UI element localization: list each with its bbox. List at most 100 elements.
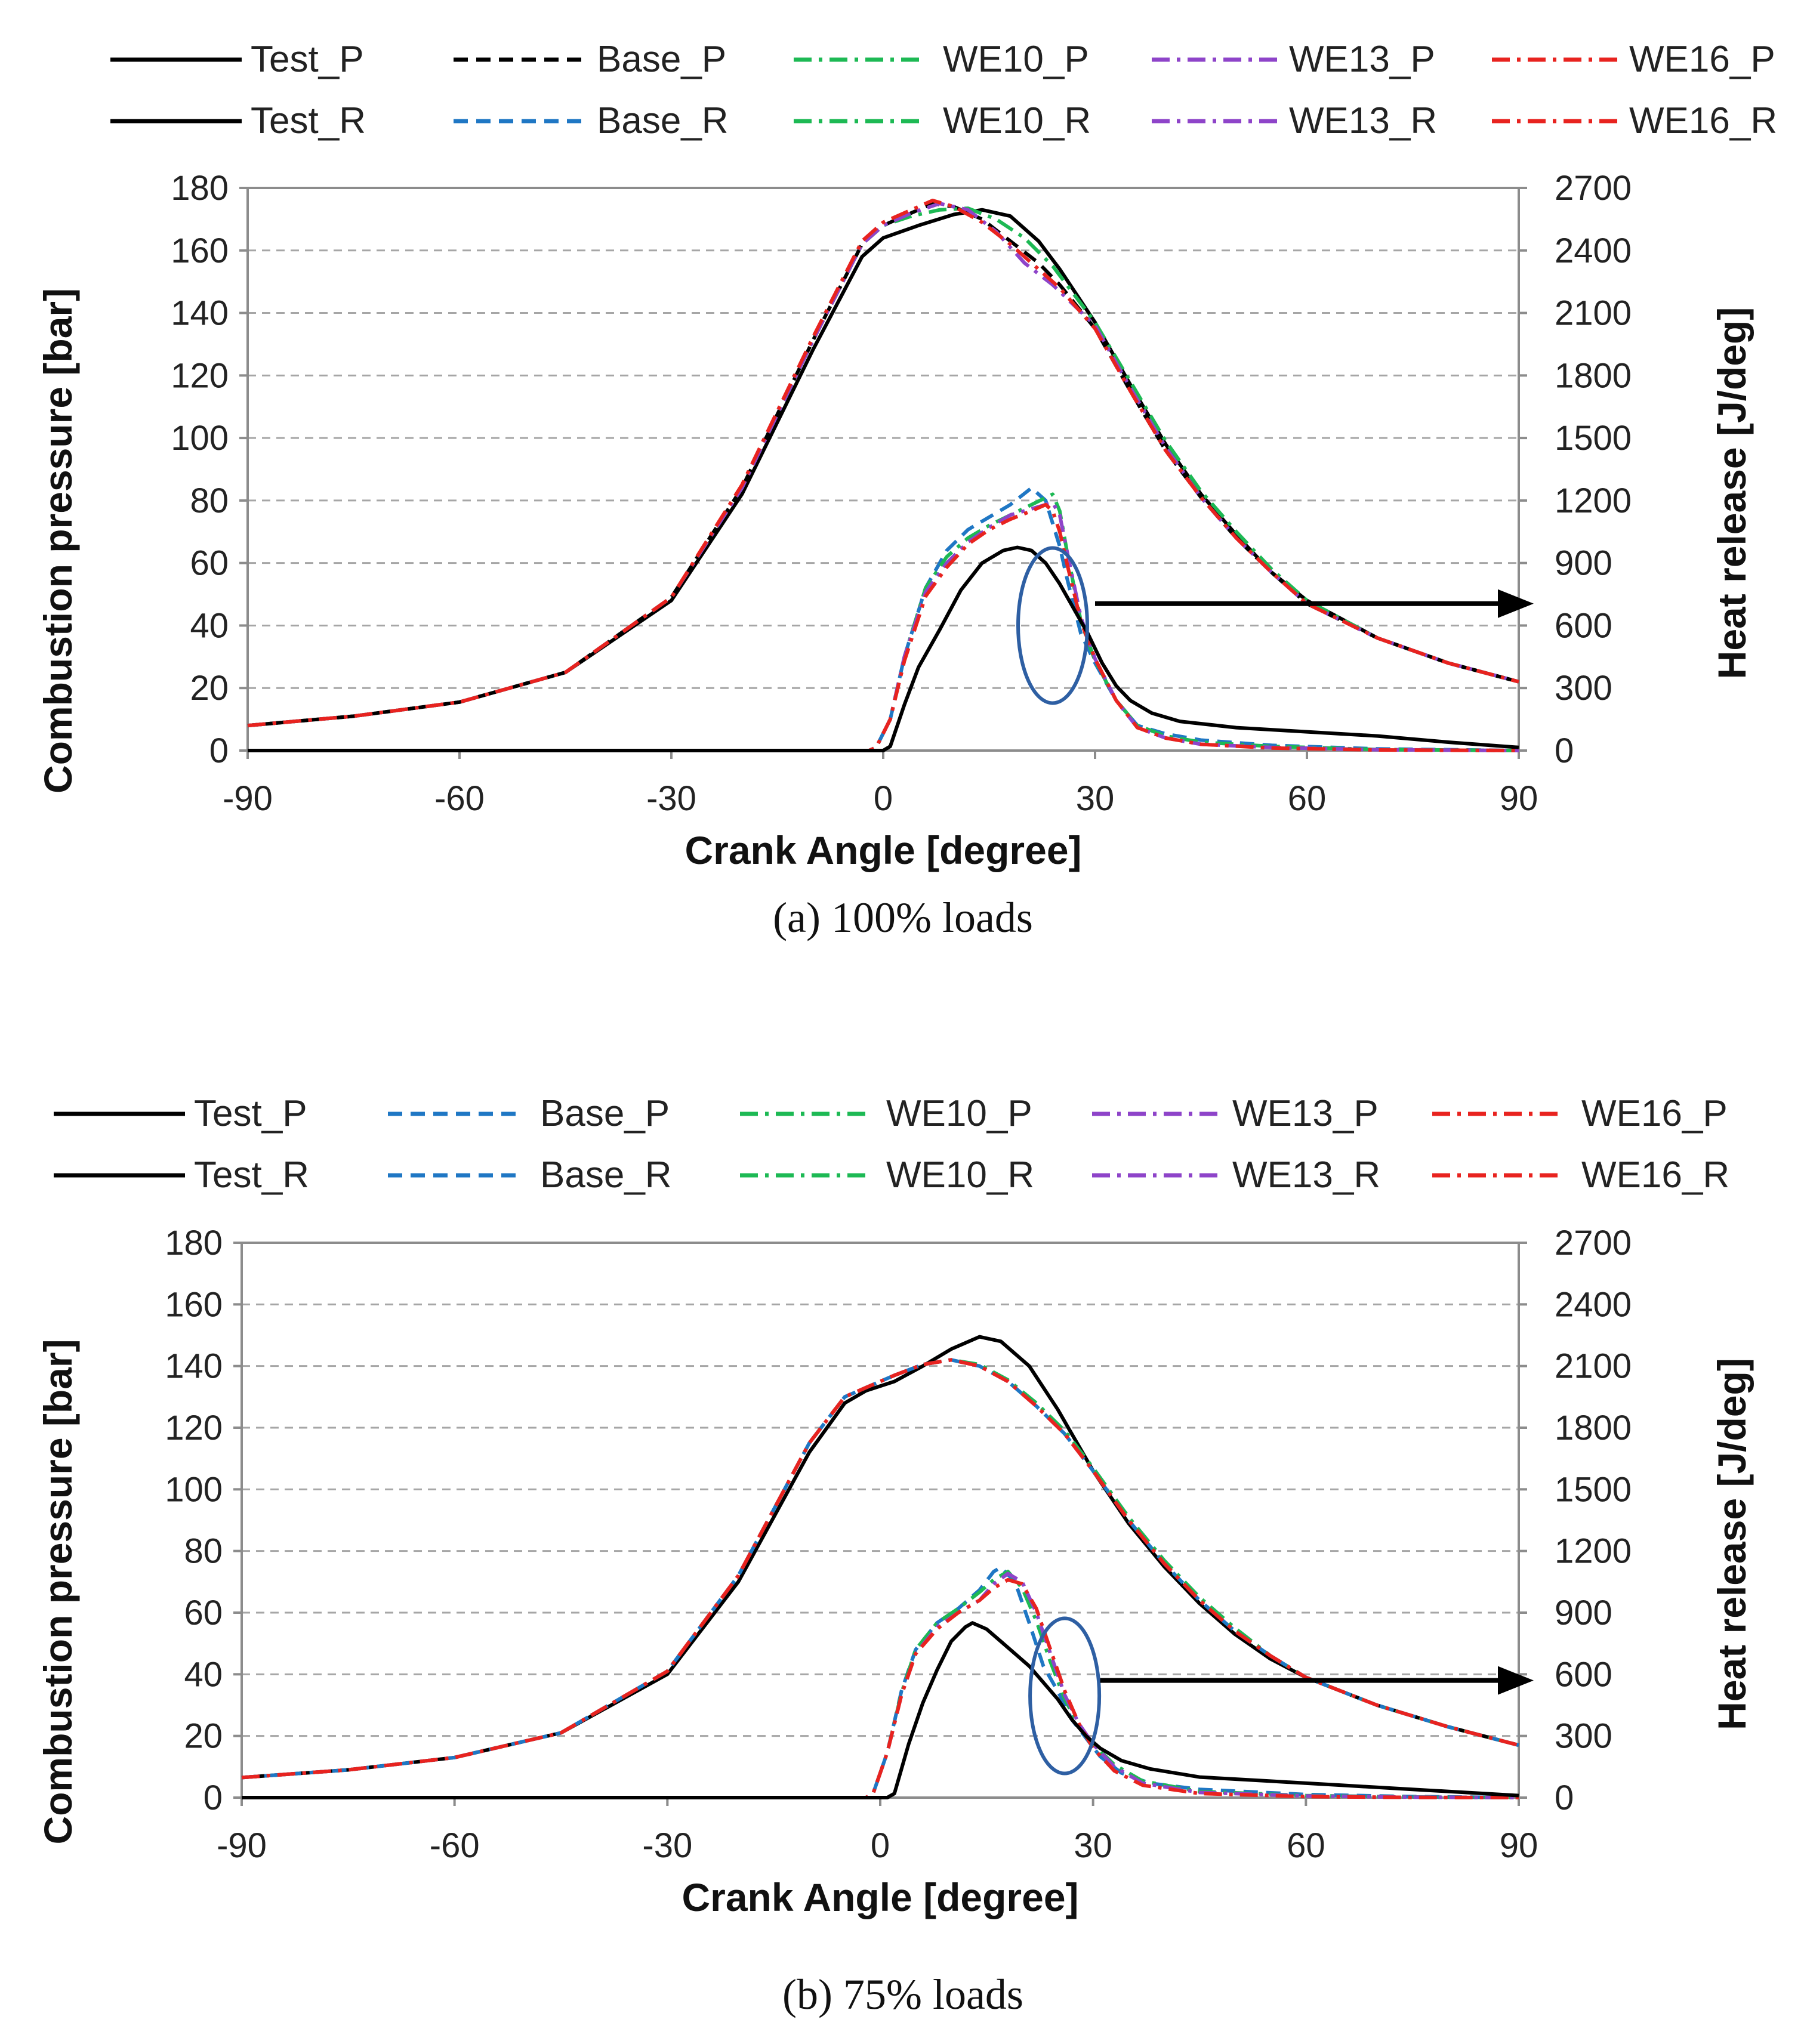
x-tick-label: 0	[871, 1826, 890, 1865]
figure-caption: (b) 75% loads	[782, 1971, 1023, 2018]
figure-caption: (a) 100% loads	[773, 894, 1033, 941]
x-tick-label: -60	[430, 1826, 480, 1865]
y-tick-label: 120	[171, 356, 229, 395]
series-line-base_p	[247, 202, 1519, 728]
y2-tick-label: 2700	[1555, 169, 1632, 208]
y2-tick-label: 2100	[1555, 294, 1632, 333]
legend-label-base_p: Base_P	[540, 1093, 670, 1134]
x-tick-label: 90	[1500, 1826, 1538, 1865]
series-line-test_p	[247, 208, 1519, 728]
series-line-test_r	[242, 1621, 1519, 1799]
chart-75-load: Test_P Base_P WE10_P WE13_P WE16_P Test_R Base…	[36, 1093, 1754, 2018]
arrow-head	[1498, 589, 1534, 618]
y-tick-label: 100	[171, 419, 229, 458]
legend-label-we10_p: WE10_P	[943, 39, 1089, 80]
y2-tick-label: 300	[1555, 1717, 1612, 1756]
y2-tick-label: 2400	[1555, 1285, 1632, 1324]
legend-label-we16_p: WE16_P	[1629, 39, 1775, 80]
y-tick-label: 140	[171, 294, 229, 333]
series-line-we16_p	[247, 199, 1519, 728]
x-tick-label: 90	[1500, 779, 1538, 818]
y2-tick-label: 1800	[1555, 356, 1632, 395]
x-tick-label: -30	[642, 1826, 692, 1865]
x-axis-title: Crank Angle [degree]	[684, 828, 1081, 872]
y2-tick-label: 900	[1555, 1594, 1612, 1632]
y-tick-label: 160	[171, 231, 229, 270]
legend-label-base_p: Base_P	[597, 39, 726, 80]
y-tick-label: 0	[209, 731, 229, 770]
x-tick-label: 0	[874, 779, 893, 818]
highlight-ellipse	[1016, 546, 1089, 705]
y2-tick-label: 600	[1555, 606, 1612, 645]
legend-label-we16_p: WE16_P	[1581, 1093, 1728, 1134]
y2-tick-label: 1500	[1555, 419, 1632, 458]
legend-label-base_r: Base_R	[597, 100, 729, 141]
x-tick-label: 60	[1287, 1826, 1325, 1865]
series-line-we16_r	[248, 502, 1519, 752]
legend-label-we10_r: WE10_R	[886, 1154, 1034, 1196]
y2-tick-label: 0	[1555, 1779, 1574, 1817]
y-tick-label: 20	[184, 1717, 223, 1756]
series-line-base_r	[248, 486, 1519, 752]
legend-label-we13_r: WE13_R	[1232, 1154, 1380, 1196]
y2-tick-label: 1800	[1555, 1409, 1632, 1447]
y2-tick-label: 2100	[1555, 1347, 1632, 1386]
y-tick-label: 20	[190, 669, 229, 708]
x-tick-label: -90	[223, 779, 273, 818]
series-line-we10_p	[241, 1358, 1519, 1780]
series-line-we10_p	[247, 206, 1519, 728]
x-axis-title: Crank Angle [degree]	[682, 1875, 1078, 1919]
legend-label-test_r: Test_R	[251, 100, 366, 141]
legend-label-test_r: Test_R	[194, 1154, 309, 1196]
y2-tick-label: 900	[1555, 544, 1612, 583]
x-tick-label: -30	[646, 779, 696, 818]
y-tick-label: 100	[165, 1470, 223, 1509]
legend-label-test_p: Test_P	[194, 1093, 307, 1134]
legend-label-we16_r: WE16_R	[1581, 1154, 1729, 1196]
legend-label-we10_p: WE10_P	[886, 1093, 1032, 1134]
series-line-we13_p	[241, 1358, 1519, 1780]
y-tick-label: 40	[184, 1655, 223, 1694]
series-line-we10_r	[248, 492, 1519, 752]
y2-tick-label: 600	[1555, 1655, 1612, 1694]
arrow-head	[1498, 1666, 1534, 1695]
series-line-test_p	[241, 1335, 1519, 1780]
legend-label-we13_p: WE13_P	[1232, 1093, 1379, 1134]
y-tick-label: 120	[165, 1409, 223, 1447]
y-tick-label: 140	[165, 1347, 223, 1386]
y2-tick-label: 2700	[1555, 1224, 1632, 1262]
y2-axis-title: Heat release [J/deg]	[1710, 307, 1754, 680]
x-tick-label: -60	[434, 779, 485, 818]
y-tick-label: 180	[171, 169, 229, 208]
y-tick-label: 60	[190, 544, 229, 583]
series-line-base_p	[241, 1358, 1519, 1780]
legend-label-we13_r: WE13_R	[1289, 100, 1437, 141]
legend-label-we10_r: WE10_R	[943, 100, 1091, 141]
series-line-test_r	[248, 545, 1519, 752]
y-tick-label: 160	[165, 1285, 223, 1324]
y-tick-label: 40	[190, 606, 229, 645]
x-tick-label: 60	[1288, 779, 1327, 818]
series-line-we16_r	[242, 1577, 1519, 1799]
legend-label-we16_r: WE16_R	[1629, 100, 1777, 141]
x-tick-label: 30	[1076, 779, 1115, 818]
y-tick-label: 60	[184, 1594, 223, 1632]
y2-tick-label: 1500	[1555, 1470, 1632, 1509]
chart-100-load: Test_P Base_P WE10_P WE13_P WE16_P Test_R Base…	[36, 39, 1777, 941]
legend-label-test_p: Test_P	[251, 39, 364, 80]
x-tick-label: 30	[1074, 1826, 1112, 1865]
y-axis-title: Combustion pressure [bar]	[36, 1339, 80, 1844]
y-tick-label: 80	[190, 481, 229, 520]
legend-label-we13_p: WE13_P	[1289, 39, 1435, 80]
y-tick-label: 180	[165, 1224, 223, 1262]
y2-tick-label: 2400	[1555, 231, 1632, 270]
series-line-we13_p	[247, 202, 1519, 728]
y2-tick-label: 1200	[1555, 1532, 1632, 1571]
legend-label-base_r: Base_R	[540, 1154, 672, 1196]
y-axis-title: Combustion pressure [bar]	[36, 288, 80, 793]
y2-tick-label: 0	[1555, 731, 1574, 770]
plot-frame	[240, 1242, 1520, 1799]
series-line-we16_p	[241, 1358, 1519, 1780]
y2-axis-title: Heat release [J/deg]	[1710, 1358, 1754, 1730]
